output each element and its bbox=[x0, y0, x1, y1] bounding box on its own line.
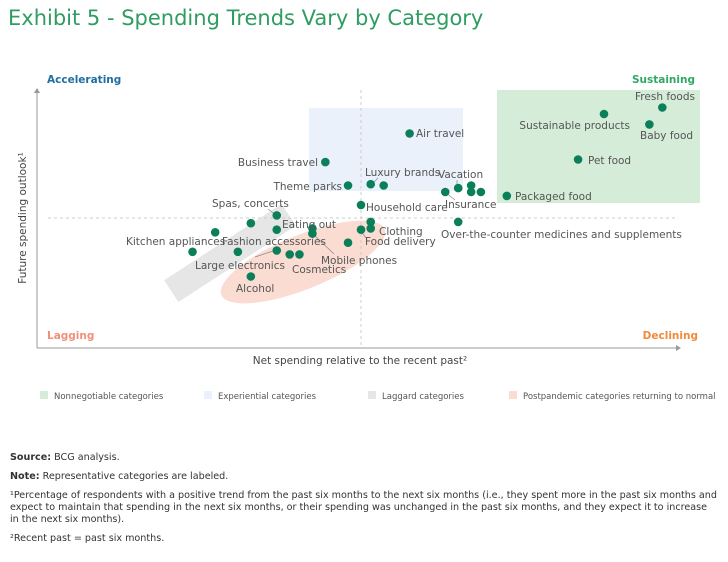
point-label: Spas, concerts bbox=[212, 198, 289, 210]
legend-label: Laggard categories bbox=[382, 392, 465, 402]
note: Note: Representative categories are labe… bbox=[10, 471, 229, 482]
data-point bbox=[233, 247, 243, 257]
point-label: Over-the-counter medicines and supplemen… bbox=[441, 229, 682, 241]
point-label: Business travel bbox=[238, 157, 318, 169]
data-point bbox=[272, 211, 282, 220]
x-axis-label: Net spending relative to the recent past… bbox=[253, 355, 467, 367]
data-point bbox=[366, 179, 376, 189]
legend-swatch-postpandemic bbox=[509, 391, 517, 399]
point-label: Large electronics bbox=[195, 260, 285, 272]
page-title: Exhibit 5 - Spending Trends Vary by Cate… bbox=[8, 6, 484, 30]
data-point bbox=[272, 225, 282, 234]
data-point bbox=[466, 181, 476, 190]
laggard-region bbox=[164, 203, 296, 303]
data-point bbox=[295, 250, 304, 259]
point-label: Theme parks bbox=[272, 181, 342, 193]
data-point bbox=[246, 272, 256, 281]
point-label: Food delivery bbox=[365, 236, 436, 248]
point-label: Fresh foods bbox=[635, 91, 695, 103]
legend-label: Nonnegotiable categories bbox=[54, 392, 164, 402]
x-axis-arrow bbox=[676, 345, 681, 351]
experiential-region bbox=[309, 108, 463, 191]
data-point bbox=[321, 157, 330, 167]
data-point bbox=[573, 155, 583, 164]
point-label: Kitchen appliances bbox=[126, 236, 225, 248]
data-point bbox=[466, 187, 476, 197]
point-label: Air travel bbox=[416, 128, 464, 140]
data-point bbox=[356, 200, 366, 210]
data-point bbox=[285, 250, 295, 259]
data-point bbox=[366, 224, 376, 233]
point-label: Household care bbox=[366, 202, 448, 214]
notes: Source: BCG analysis. Note: Representati… bbox=[10, 452, 718, 552]
quadrant-declining: Declining bbox=[643, 330, 698, 342]
point-label: Vacation bbox=[438, 169, 483, 181]
data-point bbox=[379, 181, 388, 190]
point-label: Eating out bbox=[282, 219, 336, 231]
data-point bbox=[405, 129, 414, 138]
point-label: Baby food bbox=[640, 130, 693, 142]
nonnegotiable-region bbox=[497, 90, 700, 203]
data-point bbox=[440, 187, 450, 197]
data-point bbox=[453, 183, 463, 193]
legend-label: Postpandemic categories returning to nor… bbox=[523, 392, 716, 402]
point-label: Mobile phones bbox=[321, 255, 397, 267]
point-label: Fashion accessories bbox=[222, 236, 326, 248]
y-axis-label: Future spending outlook¹ bbox=[17, 152, 29, 284]
data-point bbox=[599, 109, 609, 119]
data-point bbox=[502, 191, 512, 201]
quadrant-accelerating: Accelerating bbox=[47, 74, 121, 86]
point-label: Packaged food bbox=[515, 191, 592, 203]
quadrant-sustaining: Sustaining bbox=[632, 74, 695, 86]
data-point bbox=[658, 103, 667, 112]
legend-swatch-laggard bbox=[368, 391, 376, 399]
data-point bbox=[210, 228, 220, 237]
quadrant-lagging: Lagging bbox=[47, 330, 94, 342]
data-point bbox=[246, 218, 256, 228]
footnote-1: ¹Percentage of respondents with a positi… bbox=[10, 490, 717, 525]
legend-swatch-nonnegotiable bbox=[40, 391, 48, 399]
point-label: Clothing bbox=[379, 226, 423, 238]
point-label: Luxury brands bbox=[365, 167, 440, 179]
point-label: Cosmetics bbox=[292, 264, 346, 276]
data-point bbox=[366, 217, 376, 227]
point-label: Pet food bbox=[588, 155, 631, 167]
data-point bbox=[343, 238, 353, 247]
data-point bbox=[476, 187, 486, 197]
data-point bbox=[308, 229, 317, 238]
scatter-chart: Accelerating Sustaining Lagging Declinin… bbox=[17, 74, 716, 402]
point-label: Sustainable products bbox=[519, 120, 630, 132]
legend-label: Experiential categories bbox=[218, 392, 317, 402]
footnote-2: ²Recent past = past six months. bbox=[10, 533, 165, 544]
data-point bbox=[645, 120, 654, 129]
source-note: Source: BCG analysis. bbox=[10, 452, 120, 463]
data-point bbox=[188, 247, 197, 257]
data-point bbox=[356, 225, 366, 234]
point-label: Insurance bbox=[445, 199, 497, 211]
data-point bbox=[272, 246, 282, 255]
y-axis-arrow bbox=[34, 88, 40, 93]
data-point bbox=[343, 181, 353, 190]
data-point bbox=[453, 217, 463, 227]
legend-swatch-experiential bbox=[204, 391, 212, 399]
point-label: Alcohol bbox=[236, 283, 274, 295]
